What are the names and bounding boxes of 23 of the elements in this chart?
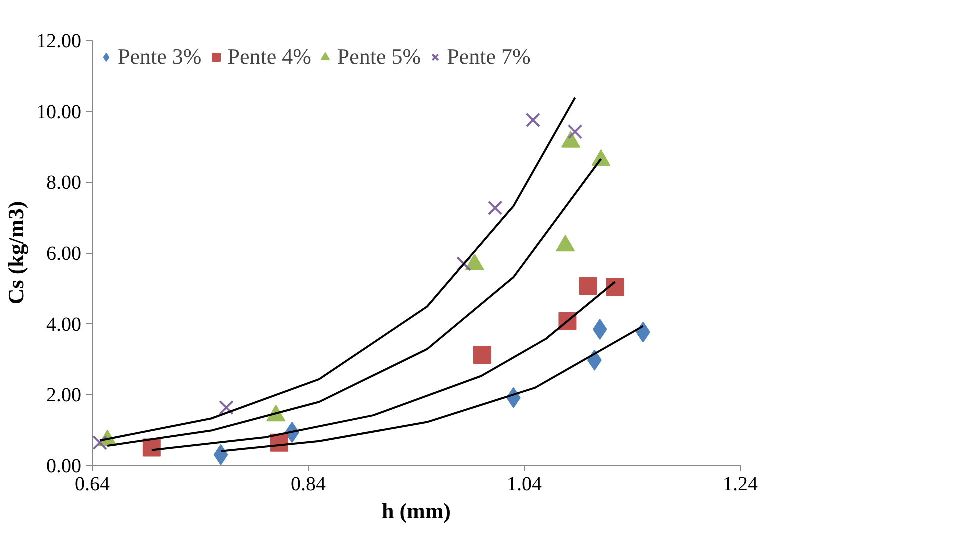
y-tick-label: 12.00 [36,30,82,52]
legend-label: Pente 4% [228,44,312,70]
point [456,256,472,272]
x-tick-label: 1.24 [723,474,758,496]
point [473,346,492,364]
point [526,112,541,128]
legend-label: Pente 3% [118,44,202,70]
legend-label: Pente 5% [337,44,422,70]
point [219,400,234,416]
y-tick-label: 2.00 [46,384,82,407]
point [579,277,598,296]
point [488,200,503,216]
x-tick-label: 1.04 [507,474,542,496]
y-tick-label: 6.00 [46,243,82,265]
y-tick-label: 4.00 [46,314,82,336]
y-tick-label: 8.00 [46,172,82,194]
x-tick-label: 0.84 [291,474,326,496]
y-axis-title: Cs (kg/m3) [4,201,28,305]
point [606,278,624,296]
x-axis-title: h (mm) [382,498,452,524]
y-tick-label: 10.00 [36,101,82,124]
point [592,319,608,340]
legend-label: Pente 7% [447,44,531,70]
